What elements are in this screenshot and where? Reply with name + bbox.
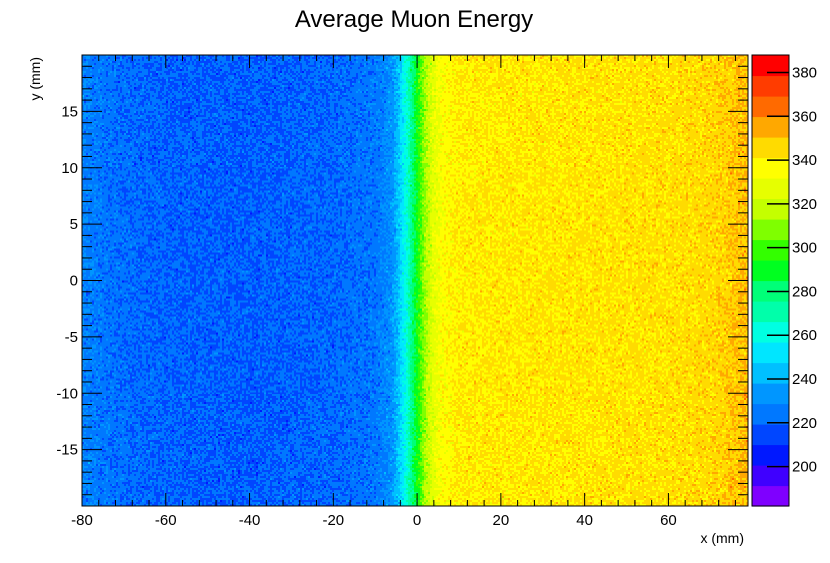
colorbar-tick-label: 320	[792, 196, 817, 213]
colorbar-swatch	[752, 116, 789, 138]
colorbar-tick-label: 260	[792, 327, 817, 344]
colorbar-swatch	[752, 362, 789, 384]
colorbar-swatch	[752, 260, 789, 282]
x-tick-label: 40	[576, 512, 593, 529]
colorbar-tick-label: 220	[792, 415, 817, 432]
x-tick-label: -80	[71, 512, 93, 529]
x-tick-label: -40	[239, 512, 261, 529]
colorbar-swatch	[752, 137, 789, 159]
colorbar-tick-label: 360	[792, 108, 817, 125]
colorbar-swatch	[752, 321, 789, 343]
y-tick-label: 5	[70, 216, 78, 233]
colorbar-swatch	[752, 424, 789, 446]
x-tick-label: 60	[660, 512, 677, 529]
colorbar-tick-label: 380	[792, 65, 817, 82]
colorbar-swatch	[752, 444, 789, 466]
y-axis-label: y (mm)	[27, 57, 43, 101]
colorbar-swatch	[752, 342, 789, 364]
y-tick-label: -15	[56, 442, 78, 459]
y-tick-label: 0	[70, 273, 78, 290]
colorbar-swatch	[752, 75, 789, 97]
colorbar-swatch	[752, 465, 789, 487]
colorbar-tick-label: 200	[792, 459, 817, 476]
colorbar-swatch	[752, 157, 789, 179]
colorbar-swatch	[752, 301, 789, 323]
y-tick-label: 15	[61, 103, 78, 120]
colorbar: 200 220 240 260 280 300 320 340 360 380	[751, 54, 817, 507]
colorbar-swatch	[752, 403, 789, 425]
colorbar-swatch	[752, 55, 789, 77]
x-tick-label: 20	[493, 512, 510, 529]
colorbar-tick-label: 280	[792, 283, 817, 300]
colorbar-tick-label: 240	[792, 371, 817, 388]
colorbar-swatch	[752, 383, 789, 405]
colorbar-swatch	[752, 485, 789, 507]
colorbar-swatch	[752, 219, 789, 241]
x-tick-label: -20	[322, 512, 344, 529]
y-tick-label: -5	[65, 329, 78, 346]
colorbar-swatch	[752, 178, 789, 200]
x-tick-label: 0	[413, 512, 421, 529]
colorbar-swatch	[752, 96, 789, 118]
colorbar-frame	[751, 54, 790, 507]
colorbar-tick-label: 340	[792, 152, 817, 169]
heatmap-area	[82, 55, 748, 506]
y-tick-label: 10	[61, 160, 78, 177]
colorbar-tick-label: 300	[792, 240, 817, 257]
chart-title: Average Muon Energy	[295, 6, 533, 33]
x-axis: -80 -60 -40 -20 0 20 40 60	[71, 55, 736, 529]
colorbar-swatch	[752, 198, 789, 220]
colorbar-swatch	[752, 239, 789, 261]
y-axis: -15 -10 -5 0 5 10 15	[56, 65, 748, 496]
x-axis-label: x (mm)	[700, 530, 744, 546]
y-tick-label: -10	[56, 385, 78, 402]
x-tick-label: -60	[155, 512, 177, 529]
heatmap-cells	[82, 55, 748, 506]
